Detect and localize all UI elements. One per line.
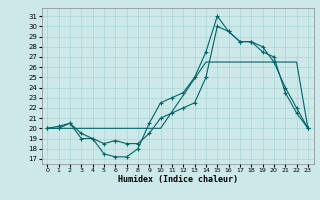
X-axis label: Humidex (Indice chaleur): Humidex (Indice chaleur) bbox=[118, 175, 237, 184]
